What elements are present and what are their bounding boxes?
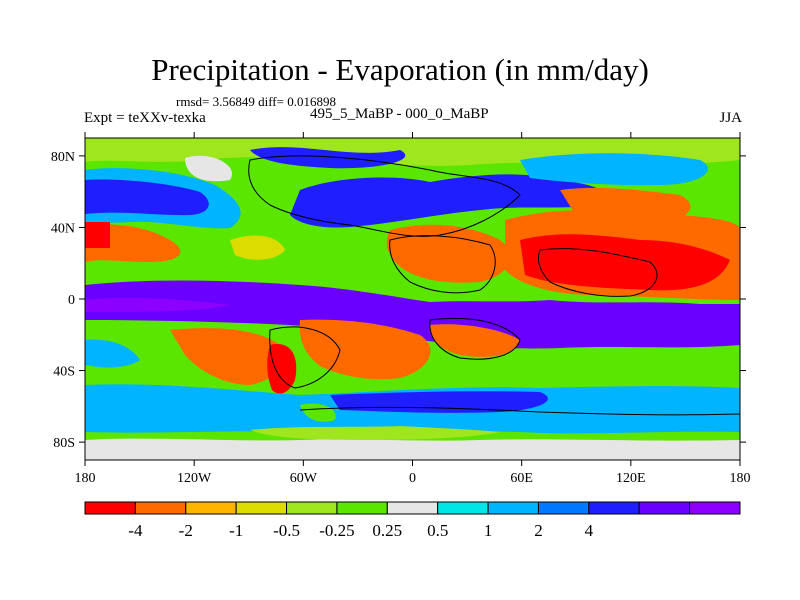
nam-yellow xyxy=(230,235,285,260)
colorbar-label: 0.5 xyxy=(427,521,448,540)
y-tick-label: 80N xyxy=(51,150,75,165)
colorbar-swatch xyxy=(537,501,590,515)
tropical-purple xyxy=(85,280,740,349)
x-tick-label: 120W xyxy=(177,471,212,486)
colorbar-swatch xyxy=(689,501,741,515)
npac-deep-blue xyxy=(85,179,209,216)
colorbar-label: 2 xyxy=(534,521,543,540)
axis-ticks: 80N 40N 0 40S 80S 180 120W 60W 0 60E 120E 180 xyxy=(51,132,751,486)
colorbar-swatch xyxy=(386,501,439,515)
colorbar-label: -2 xyxy=(179,521,193,540)
chart-title: Precipitation - Evaporation (in mm/day) xyxy=(151,52,649,87)
colorbar-label: -1 xyxy=(229,521,243,540)
nasia-orange xyxy=(560,187,691,222)
antarctic-green xyxy=(250,426,500,440)
continent-outlines xyxy=(248,155,740,416)
colorbar-label: -0.5 xyxy=(273,521,300,540)
map-field xyxy=(85,138,740,460)
x-tick-label: 60E xyxy=(510,471,533,486)
colorbar: -4 -2 -1 -0.5 -0.25 0.25 0.5 1 2 4 xyxy=(84,501,741,540)
spac-blue xyxy=(85,339,140,368)
stats-line: rmsd= 3.56849 diff= 0.016898 xyxy=(176,94,336,109)
satl-orange xyxy=(299,319,431,380)
arctic-blue-patch xyxy=(250,147,406,169)
colorbar-swatch xyxy=(84,501,136,515)
colorbar-swatch xyxy=(638,501,691,515)
y-tick-label: 40N xyxy=(51,221,75,236)
colorbar-swatch xyxy=(185,501,237,515)
drake-green xyxy=(300,403,336,422)
outline-south-america xyxy=(269,326,341,389)
colorbar-swatch xyxy=(487,501,539,515)
y-tick-label: 0 xyxy=(68,293,75,308)
period-label: 495_5_MaBP - 000_0_MaBP xyxy=(310,106,489,122)
colorbar-swatch xyxy=(437,501,489,515)
x-tick-label: 0 xyxy=(409,471,416,486)
africa-dry xyxy=(386,224,511,283)
x-tick-label: 60W xyxy=(290,471,318,486)
x-tick-label: 120E xyxy=(616,471,646,486)
season-label: JJA xyxy=(719,110,742,126)
x-tick-label: 180 xyxy=(730,471,751,486)
colorbar-swatch xyxy=(134,501,187,515)
greenland-patch xyxy=(185,155,232,182)
outline-laurentia xyxy=(248,155,521,237)
colorbar-label: -4 xyxy=(128,521,143,540)
colorbar-label: -0.25 xyxy=(319,521,354,540)
nasia-blue xyxy=(520,153,708,186)
colorbar-swatch xyxy=(235,501,288,515)
colorbar-label: 0.25 xyxy=(372,521,402,540)
safrica-orange xyxy=(430,324,520,358)
y-tick-label: 40S xyxy=(53,365,75,380)
colorbar-swatch xyxy=(286,501,338,515)
nam-red xyxy=(85,222,110,248)
x-tick-label: 180 xyxy=(75,471,96,486)
colorbar-swatch xyxy=(336,501,388,515)
outline-north-africa xyxy=(389,235,496,294)
samerica-red xyxy=(267,344,297,394)
natl-blue xyxy=(290,174,608,228)
outline-asian-block xyxy=(537,248,658,297)
colorbar-label: 4 xyxy=(585,521,594,540)
colorbar-swatch xyxy=(588,501,640,515)
asia-red xyxy=(520,234,730,291)
spac-orange xyxy=(170,328,284,385)
outline-africa-south xyxy=(429,317,521,360)
antarctic-band xyxy=(85,438,740,460)
colorbar-label: 1 xyxy=(484,521,493,540)
tropical-violet xyxy=(85,297,230,312)
southern-ocean-deep xyxy=(330,391,548,413)
outline-antarctica xyxy=(299,406,740,416)
y-tick-label: 80S xyxy=(53,436,75,451)
experiment-label: Expt = teXXv-texka xyxy=(84,110,206,126)
